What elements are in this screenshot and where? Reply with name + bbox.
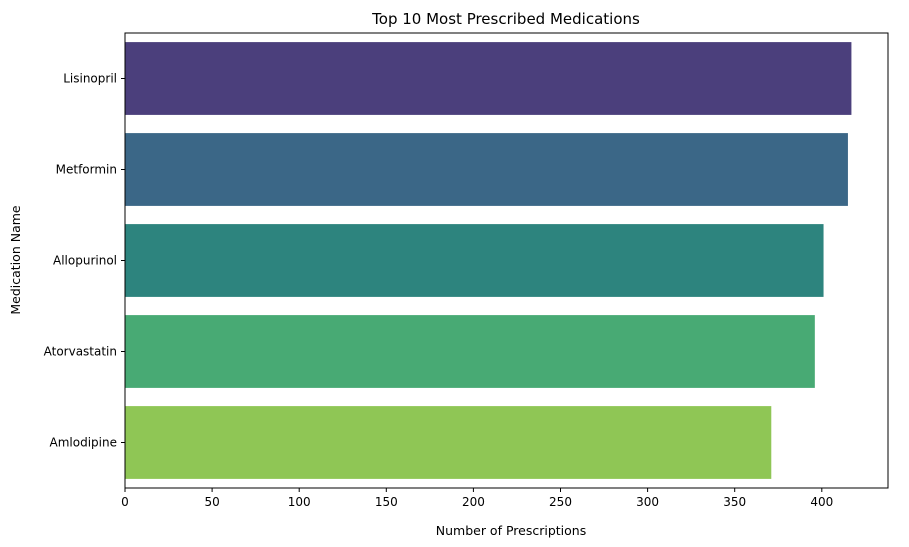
x-tick-label: 200: [462, 495, 485, 509]
y-axis-label: Medication Name: [8, 205, 23, 315]
x-tick-label: 350: [723, 495, 746, 509]
y-tick-label: Lisinopril: [63, 72, 117, 86]
y-tick-label: Amlodipine: [50, 436, 117, 450]
x-tick-label: 150: [375, 495, 398, 509]
bar-lisinopril: [125, 42, 852, 115]
x-tick-label: 400: [810, 495, 833, 509]
x-tick-label: 250: [549, 495, 572, 509]
bar-allopurinol: [125, 224, 824, 297]
bar-amlodipine: [125, 406, 772, 479]
chart-title: Top 10 Most Prescribed Medications: [371, 10, 640, 28]
y-tick-label: Allopurinol: [53, 254, 117, 268]
bars-group: [125, 42, 852, 479]
x-tick-label: 50: [204, 495, 219, 509]
y-tick-label: Metformin: [56, 163, 117, 177]
x-tick-label: 300: [636, 495, 659, 509]
y-axis-ticks: Lisinopril Metformin Allopurinol Atorvastat…: [44, 72, 125, 450]
x-tick-label: 100: [288, 495, 311, 509]
x-axis-ticks: 0 50 100 150 200 250 300 350 400: [121, 488, 833, 509]
bar-atorvastatin: [125, 315, 815, 388]
y-tick-label: Atorvastatin: [44, 345, 117, 359]
bar-metformin: [125, 133, 848, 206]
x-tick-label: 0: [121, 495, 129, 509]
x-axis-label: Number of Prescriptions: [436, 523, 586, 538]
